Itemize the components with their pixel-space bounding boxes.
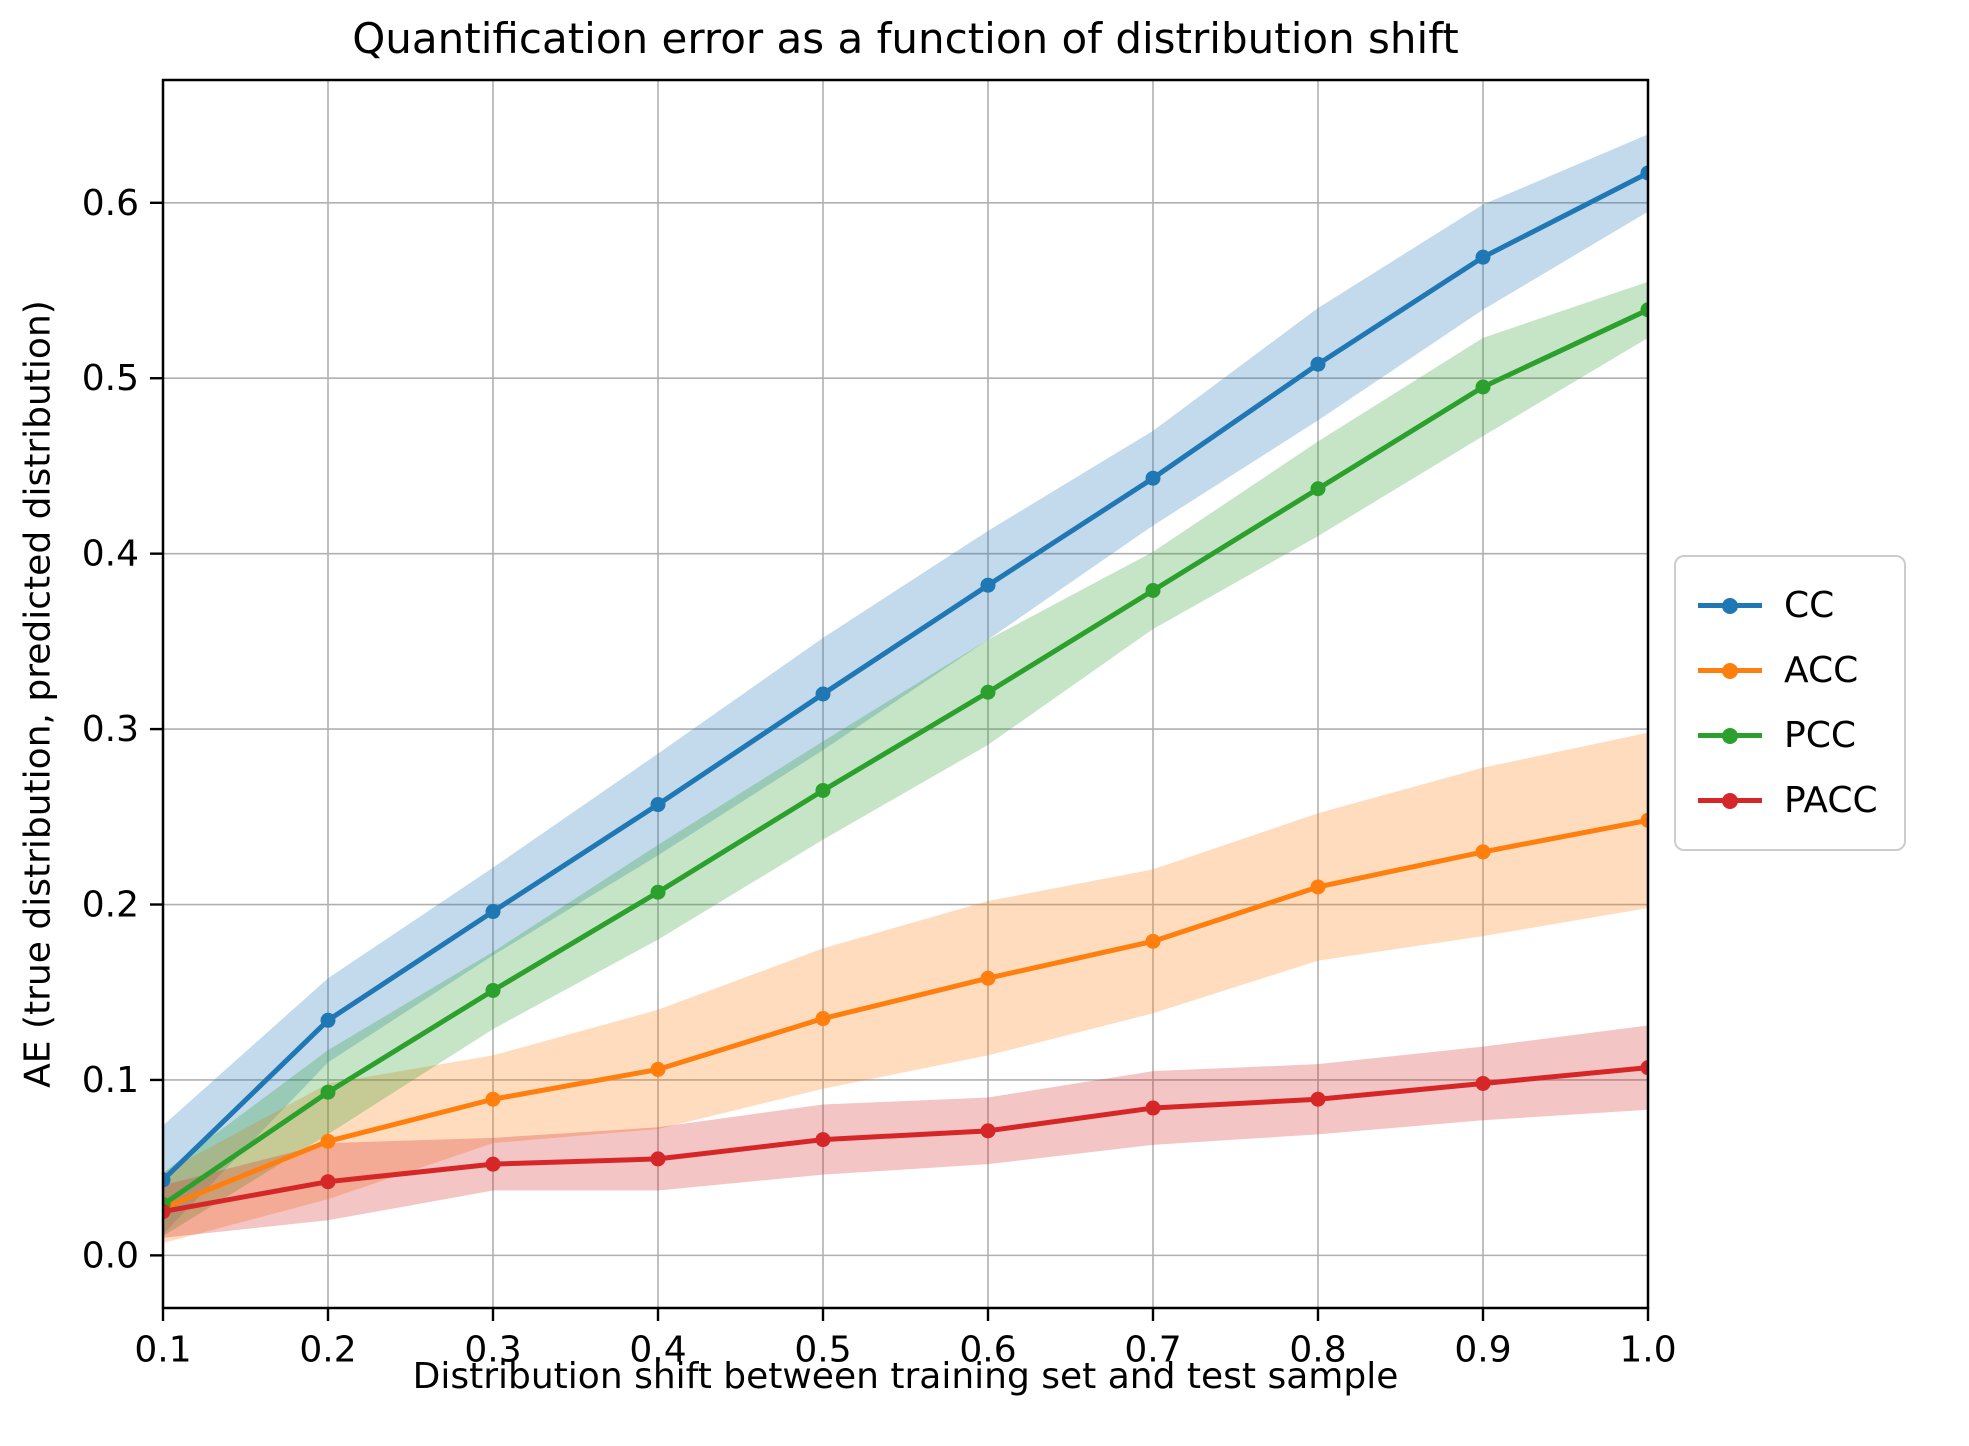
pacc-marker — [485, 1156, 501, 1172]
x-axis-label: Distribution shift between training set … — [412, 1356, 1399, 1397]
cc-marker — [163, 1172, 171, 1188]
cc-marker — [980, 577, 996, 593]
tick-layer: 0.1 0.2 0.3 0.4 0.5 0.6 0.7 0.8 0.9 1.0 0.0 0.1 0.2 0… — [82, 183, 1677, 1371]
pacc-marker — [320, 1174, 336, 1190]
chart-title: Quantification error as a function of di… — [352, 14, 1459, 63]
x-tick-label: 0.1 — [134, 1330, 191, 1371]
acc-marker — [815, 1011, 831, 1027]
pacc-marker — [650, 1151, 666, 1167]
acc-marker — [485, 1091, 501, 1107]
pacc-marker — [1310, 1091, 1326, 1107]
pacc-marker — [980, 1123, 996, 1139]
pacc-marker — [1640, 1060, 1648, 1076]
pcc-marker — [1475, 379, 1491, 395]
pcc-marker — [1145, 582, 1161, 598]
acc-marker — [1145, 933, 1161, 949]
pcc-marker — [650, 884, 666, 900]
cc-marker — [1310, 356, 1326, 372]
acc-marker — [1640, 812, 1648, 828]
acc-marker — [980, 970, 996, 986]
x-tick-label: 0.4 — [629, 1330, 686, 1371]
legend-label-cc: CC — [1784, 585, 1835, 626]
acc-marker-icon — [1722, 662, 1738, 679]
cc-marker — [485, 904, 501, 920]
y-tick-label: 0.2 — [82, 885, 139, 926]
pacc-marker — [815, 1132, 831, 1148]
x-tick-label: 0.8 — [1289, 1330, 1346, 1371]
acc-marker — [320, 1133, 336, 1149]
series-layer — [163, 165, 1648, 1220]
pacc-marker — [163, 1204, 171, 1220]
x-tick-label: 0.6 — [959, 1330, 1016, 1371]
acc-marker — [650, 1061, 666, 1077]
x-tick-label: 1.0 — [1619, 1330, 1676, 1371]
acc-line-swatch — [1698, 662, 1762, 679]
y-tick-label: 0.1 — [82, 1060, 139, 1101]
pcc-marker — [815, 782, 831, 798]
pacc-line-swatch — [1698, 792, 1762, 809]
y-tick-label: 0.4 — [82, 534, 139, 575]
pcc-line-swatch — [1698, 727, 1762, 744]
cc-line — [163, 170, 1648, 1183]
x-tick-label: 0.5 — [794, 1330, 851, 1371]
cc-marker — [1145, 470, 1161, 486]
cc-marker-icon — [1722, 597, 1738, 614]
pcc-marker — [485, 982, 501, 998]
legend-entry-cc: CC — [1698, 573, 1878, 638]
cc-line-swatch — [1698, 597, 1762, 614]
cc-band — [163, 134, 1648, 1235]
pcc-marker — [980, 684, 996, 700]
x-tick-label: 0.9 — [1454, 1330, 1511, 1371]
pacc-line — [163, 1065, 1648, 1215]
x-tick-label: 0.7 — [1124, 1330, 1181, 1371]
pcc-marker — [1310, 481, 1326, 497]
x-tick-label: 0.2 — [299, 1330, 356, 1371]
legend-entry-pacc: PACC — [1698, 768, 1878, 833]
pacc-marker — [1475, 1075, 1491, 1091]
legend-label-pcc: PCC — [1784, 715, 1856, 756]
cc-marker — [1475, 249, 1491, 265]
acc-line — [163, 817, 1648, 1211]
legend-label-pacc: PACC — [1784, 780, 1878, 821]
acc-band — [163, 732, 1648, 1244]
cc-marker — [1640, 165, 1648, 181]
x-tick-label: 0.3 — [464, 1330, 521, 1371]
y-tick-label: 0.5 — [82, 358, 139, 399]
pacc-marker-icon — [1722, 792, 1738, 809]
y-tick-label: 0.0 — [82, 1235, 139, 1276]
legend-label-acc: ACC — [1784, 650, 1859, 691]
cc-marker — [320, 1012, 336, 1028]
y-tick-label: 0.6 — [82, 183, 139, 224]
y-tick-label: 0.3 — [82, 709, 139, 750]
cc-marker — [815, 686, 831, 702]
pcc-marker-icon — [1722, 727, 1738, 744]
legend-entry-pcc: PCC — [1698, 703, 1878, 768]
cc-marker — [650, 797, 666, 813]
pacc-band — [163, 1025, 1648, 1238]
plot-border — [161, 78, 1650, 1310]
pcc-marker — [320, 1084, 336, 1100]
pcc-line — [163, 307, 1648, 1207]
acc-marker — [1475, 844, 1491, 860]
legend: CC ACC PCC PACC — [1674, 555, 1906, 851]
legend-entry-acc: ACC — [1698, 638, 1878, 703]
acc-marker — [1310, 879, 1326, 895]
pacc-marker — [1145, 1100, 1161, 1116]
pcc-band — [163, 281, 1648, 1237]
pcc-marker — [1640, 302, 1648, 318]
band-layer — [163, 134, 1648, 1244]
y-axis-label: AE (true distribution, predicted distrib… — [17, 300, 59, 1088]
